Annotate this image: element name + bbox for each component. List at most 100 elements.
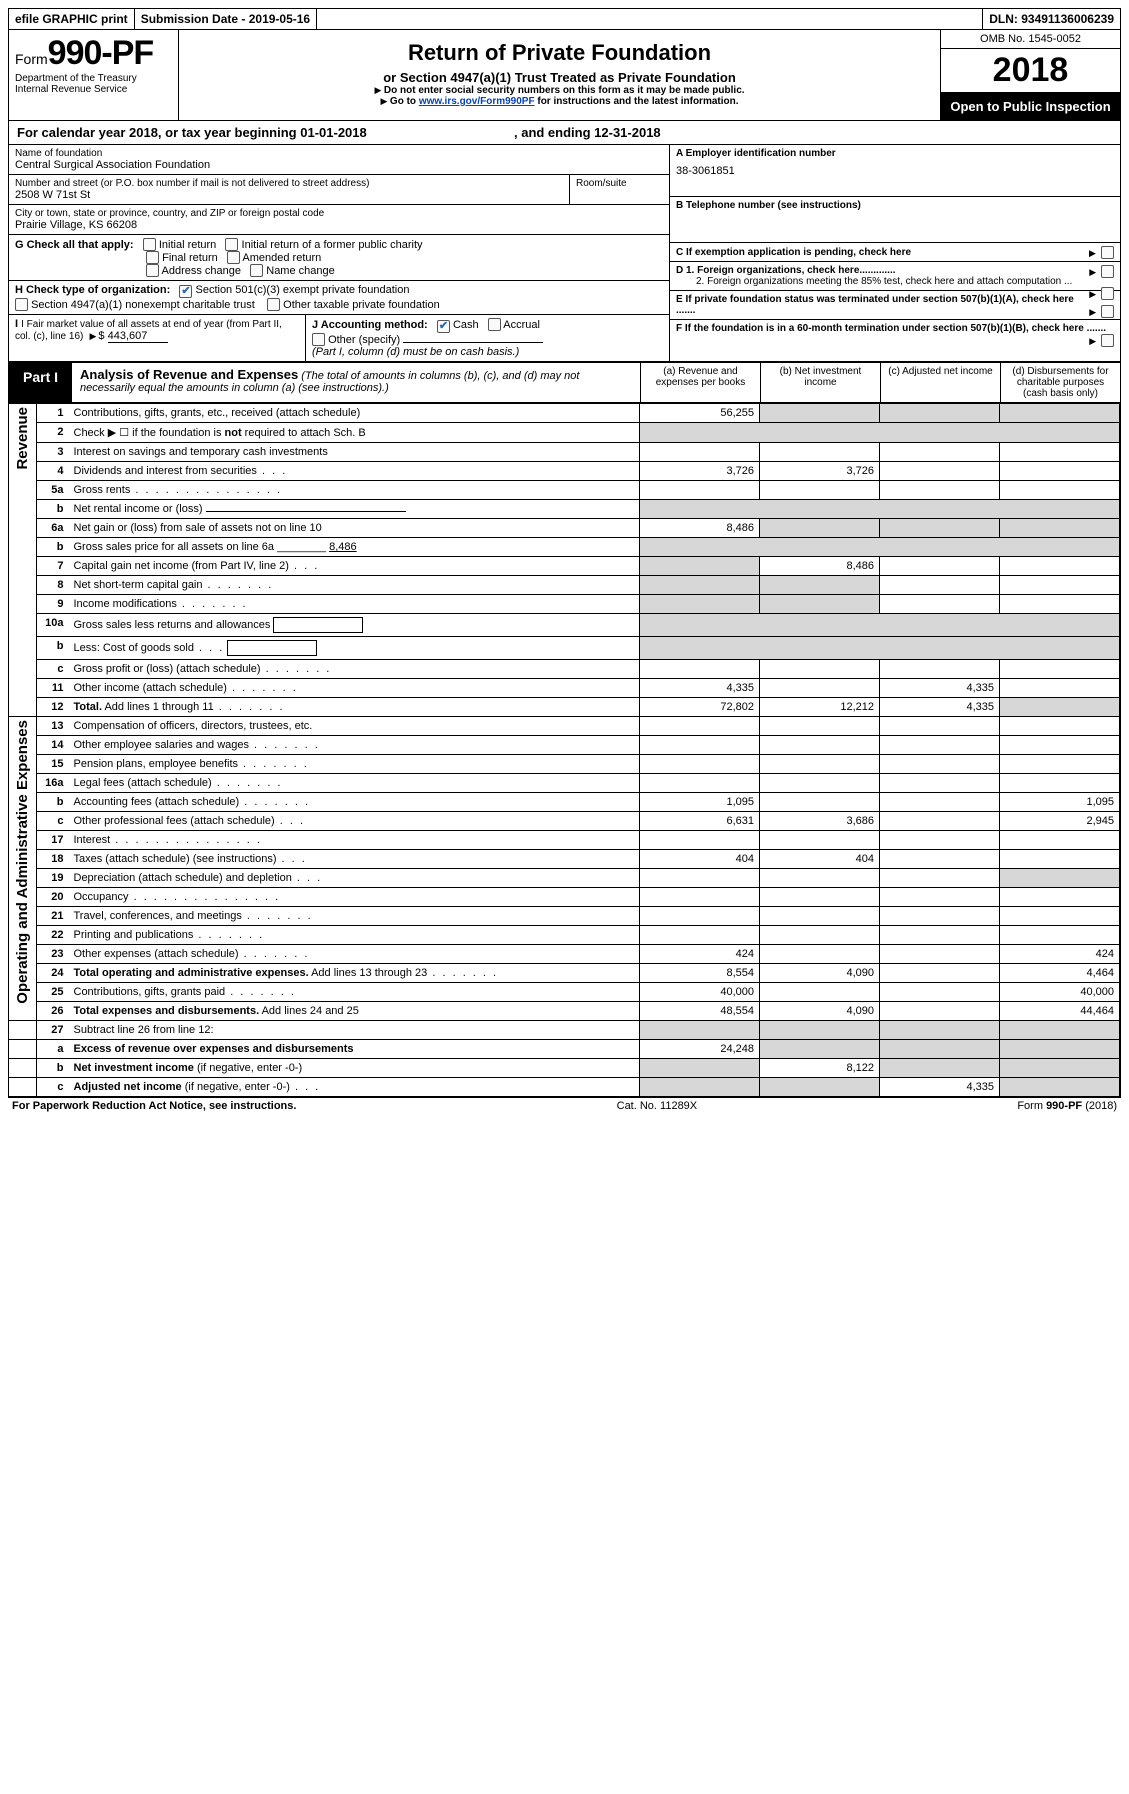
- cell-col-c: [880, 462, 1000, 481]
- cell-col-c: 4,335: [880, 698, 1000, 717]
- line-description: Net short-term capital gain: [69, 576, 640, 595]
- cell-col-b: 3,726: [760, 462, 880, 481]
- section-j: J Accounting method: Cash Accrual Other …: [306, 315, 669, 361]
- line-description: Less: Cost of goods sold: [69, 637, 640, 660]
- line-number: 27: [37, 1021, 69, 1040]
- cell-col-d: [1000, 1078, 1120, 1097]
- cell-col-c: [880, 1059, 1000, 1078]
- cell-col-a: 24,248: [640, 1040, 760, 1059]
- cell-col-c: [880, 717, 1000, 736]
- cell-col-d: [1000, 698, 1120, 717]
- cb-initial-return[interactable]: [143, 238, 156, 251]
- cell-col-a: [640, 926, 760, 945]
- cell-col-a: [640, 869, 760, 888]
- cell-col-c: 4,335: [880, 679, 1000, 698]
- line-number: 26: [37, 1002, 69, 1021]
- cell-col-b: 4,090: [760, 1002, 880, 1021]
- cell-col-c: [880, 576, 1000, 595]
- cb-cash[interactable]: [437, 320, 450, 333]
- cell-col-a: [640, 717, 760, 736]
- ein-value: 38-3061851: [676, 165, 1114, 177]
- cb-foreign-org[interactable]: [1101, 265, 1114, 278]
- cb-amended-return[interactable]: [227, 251, 240, 264]
- cb-exemption-pending[interactable]: [1101, 246, 1114, 259]
- cell-col-a: [640, 481, 760, 500]
- cell-col-d: [1000, 755, 1120, 774]
- omb-number: OMB No. 1545-0052: [941, 30, 1120, 49]
- form-number: Form990-PF: [15, 34, 172, 73]
- cell-col-a: 56,255: [640, 404, 760, 423]
- cb-accrual[interactable]: [488, 318, 501, 331]
- cb-501c3[interactable]: [179, 285, 192, 298]
- table-row: 12Total. Add lines 1 through 1172,80212,…: [9, 698, 1120, 717]
- section-c: C If exemption application is pending, c…: [670, 243, 1120, 262]
- section-i: I I Fair market value of all assets at e…: [9, 315, 306, 361]
- line-description: Check ▶ ☐ if the foundation is not requi…: [69, 423, 640, 443]
- cell-col-b: [760, 831, 880, 850]
- table-row: 23Other expenses (attach schedule)424424: [9, 945, 1120, 964]
- cell-col-b: [760, 888, 880, 907]
- cell-col-c: [880, 404, 1000, 423]
- cell-col-a: 404: [640, 850, 760, 869]
- cell-col-b: [760, 576, 880, 595]
- table-row: Operating and Administrative Expenses13C…: [9, 717, 1120, 736]
- cell-col-b: [760, 945, 880, 964]
- cell-col-d: [1000, 831, 1120, 850]
- table-row: 19Depreciation (attach schedule) and dep…: [9, 869, 1120, 888]
- line-description: Net rental income or (loss): [69, 500, 640, 519]
- cell-col-a: 424: [640, 945, 760, 964]
- cell-col-a: [640, 1021, 760, 1040]
- table-row: 11Other income (attach schedule)4,3354,3…: [9, 679, 1120, 698]
- cell-col-b: [760, 1021, 880, 1040]
- line-number: 5a: [37, 481, 69, 500]
- goto-link-row: Go to www.irs.gov/Form990PF for instruct…: [189, 96, 930, 107]
- cell-col-c: [880, 869, 1000, 888]
- instructions-link[interactable]: www.irs.gov/Form990PF: [419, 96, 535, 107]
- expenses-section-label: Operating and Administrative Expenses: [9, 717, 37, 1021]
- cb-85pct[interactable]: [1101, 287, 1114, 300]
- cell-col-c: [880, 595, 1000, 614]
- form-footer: Form 990-PF (2018): [1017, 1100, 1117, 1112]
- city-label: City or town, state or province, country…: [15, 208, 663, 219]
- revenue-section-label: Revenue: [9, 404, 37, 717]
- section-g: G Check all that apply: Initial return I…: [9, 235, 669, 281]
- cb-name-change[interactable]: [250, 264, 263, 277]
- cell-col-c: [880, 660, 1000, 679]
- line-description: Total expenses and disbursements. Add li…: [69, 1002, 640, 1021]
- line-description: Adjusted net income (if negative, enter …: [69, 1078, 640, 1097]
- col-a-header: (a) Revenue and expenses per books: [640, 363, 760, 402]
- line-description: Taxes (attach schedule) (see instruction…: [69, 850, 640, 869]
- line-number: 24: [37, 964, 69, 983]
- cell-col-a: [640, 576, 760, 595]
- table-row: 16aLegal fees (attach schedule): [9, 774, 1120, 793]
- cell-col-d: [1000, 850, 1120, 869]
- table-row: cGross profit or (loss) (attach schedule…: [9, 660, 1120, 679]
- line-number: b: [37, 793, 69, 812]
- phone-label: B Telephone number (see instructions): [676, 200, 1114, 211]
- line-description: Printing and publications: [69, 926, 640, 945]
- cell-col-b: [760, 481, 880, 500]
- cell-col-d: 4,464: [1000, 964, 1120, 983]
- cb-initial-former[interactable]: [225, 238, 238, 251]
- cb-4947a1[interactable]: [15, 298, 28, 311]
- cell-col-d: [1000, 481, 1120, 500]
- section-e: E If private foundation status was termi…: [670, 291, 1120, 320]
- table-row: 18Taxes (attach schedule) (see instructi…: [9, 850, 1120, 869]
- cell-col-b: [760, 595, 880, 614]
- cb-60month[interactable]: [1101, 334, 1114, 347]
- cell-col-d: 1,095: [1000, 793, 1120, 812]
- line-description: Contributions, gifts, grants, etc., rece…: [69, 404, 640, 423]
- cb-final-return[interactable]: [146, 251, 159, 264]
- cell-col-b: [760, 736, 880, 755]
- cb-terminated[interactable]: [1101, 305, 1114, 318]
- form-title: Return of Private Foundation: [189, 40, 930, 66]
- cb-other-taxable[interactable]: [267, 298, 280, 311]
- cell-col-a: 4,335: [640, 679, 760, 698]
- cb-other-method[interactable]: [312, 333, 325, 346]
- section-f: F If the foundation is in a 60-month ter…: [670, 320, 1120, 337]
- cb-address-change[interactable]: [146, 264, 159, 277]
- cell-col-b: [760, 755, 880, 774]
- part1-header: Part I Analysis of Revenue and Expenses …: [9, 362, 1120, 403]
- line-description: Gross sales price for all assets on line…: [69, 538, 640, 557]
- cell-col-c: [880, 443, 1000, 462]
